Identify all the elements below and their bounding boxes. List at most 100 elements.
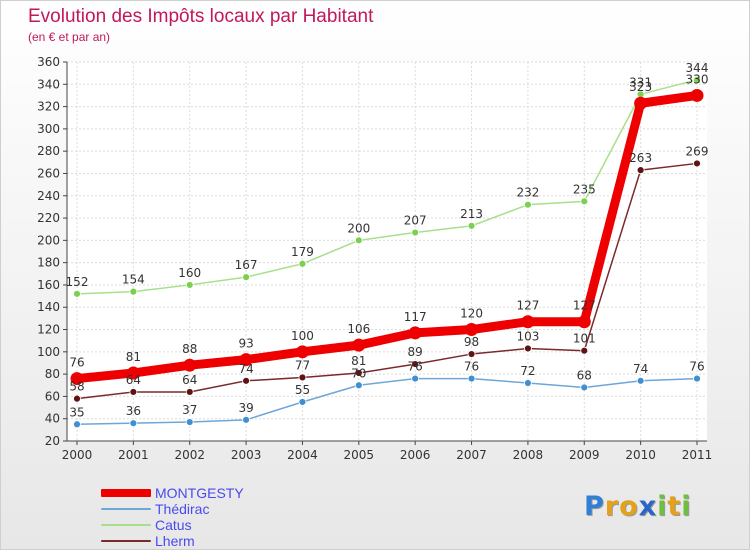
data-label-montgesty: 323 bbox=[629, 80, 652, 94]
data-label-montgesty: 88 bbox=[182, 342, 197, 356]
chart-title: Evolution des Impôts locaux par Habitant bbox=[28, 6, 374, 27]
data-point-montgesty bbox=[577, 315, 591, 329]
data-point-montgesty bbox=[465, 323, 479, 337]
legend-swatch-montgesty bbox=[101, 489, 151, 497]
data-point-catus bbox=[524, 200, 532, 209]
data-point-lherm bbox=[580, 346, 589, 355]
data-point-thedirac bbox=[467, 374, 476, 383]
data-label-thedirac: 70 bbox=[351, 366, 366, 380]
data-label-catus: 167 bbox=[235, 258, 258, 272]
series-line-catus bbox=[76, 79, 698, 295]
y-tick-label: 220 bbox=[37, 211, 60, 225]
data-point-thedirac bbox=[298, 398, 307, 406]
data-point-thedirac bbox=[242, 415, 250, 424]
data-point-montgesty bbox=[521, 315, 535, 329]
data-label-montgesty: 120 bbox=[460, 307, 483, 321]
data-label-montgesty: 106 bbox=[347, 322, 370, 336]
data-label-thedirac: 37 bbox=[182, 403, 197, 417]
data-label-thedirac: 68 bbox=[577, 368, 592, 382]
y-tick-label: 240 bbox=[37, 189, 60, 203]
x-tick-label: 2004 bbox=[287, 448, 318, 462]
data-point-lherm bbox=[242, 376, 250, 385]
data-point-catus bbox=[185, 281, 194, 289]
x-tick-label: 2006 bbox=[400, 448, 431, 462]
data-label-thedirac: 76 bbox=[464, 360, 479, 374]
data-label-montgesty: 127 bbox=[516, 299, 539, 313]
data-point-lherm bbox=[411, 360, 420, 368]
data-point-thedirac bbox=[580, 383, 589, 392]
data-point-catus bbox=[411, 228, 420, 237]
data-point-catus bbox=[129, 287, 138, 296]
series-line-montgesty bbox=[72, 90, 702, 384]
x-tick-label: 2005 bbox=[344, 448, 375, 462]
data-point-montgesty bbox=[239, 353, 253, 367]
data-point-lherm bbox=[185, 388, 194, 396]
data-label-thedirac: 55 bbox=[295, 383, 310, 397]
legend-swatch-catus bbox=[101, 524, 151, 526]
data-point-montgesty bbox=[70, 372, 84, 386]
x-tick-label: 2000 bbox=[62, 448, 93, 462]
legend-label-catus: Catus bbox=[155, 517, 192, 533]
data-label-lherm: 101 bbox=[573, 332, 596, 346]
data-label-catus: 152 bbox=[66, 275, 89, 289]
data-point-lherm bbox=[354, 369, 363, 377]
logo-letter: x bbox=[638, 491, 658, 522]
x-tick-label: 2008 bbox=[513, 448, 544, 462]
data-point-catus bbox=[580, 197, 589, 206]
data-label-catus: 154 bbox=[122, 273, 145, 287]
data-point-thedirac bbox=[524, 379, 532, 387]
data-label-thedirac: 35 bbox=[69, 405, 84, 419]
data-label-lherm: 103 bbox=[516, 329, 539, 343]
x-tick-label: 2001 bbox=[118, 448, 149, 462]
data-point-montgesty bbox=[352, 338, 366, 352]
chart-subtitle: (en € et par an) bbox=[28, 30, 111, 44]
y-tick-label: 160 bbox=[37, 278, 60, 292]
data-point-lherm bbox=[693, 159, 701, 168]
data-label-montgesty: 81 bbox=[126, 350, 141, 364]
data-label-thedirac: 39 bbox=[238, 401, 253, 415]
y-tick-label: 280 bbox=[37, 144, 60, 158]
legend-item-catus: Catus bbox=[101, 517, 244, 533]
data-label-montgesty: 117 bbox=[404, 310, 427, 324]
y-tick-label: 60 bbox=[45, 389, 60, 403]
data-label-catus: 232 bbox=[516, 186, 539, 200]
data-point-thedirac bbox=[636, 376, 645, 385]
data-point-lherm bbox=[467, 350, 476, 358]
series-line-lherm bbox=[76, 162, 698, 400]
data-label-montgesty: 127 bbox=[573, 299, 596, 313]
x-tick-label: 2007 bbox=[456, 448, 487, 462]
legend-item-thedirac: Thédirac bbox=[101, 501, 244, 517]
y-tick-label: 120 bbox=[37, 323, 60, 337]
y-tick-label: 200 bbox=[37, 233, 60, 247]
logo-letter: t bbox=[667, 491, 682, 522]
data-label-lherm: 74 bbox=[238, 362, 253, 376]
data-point-thedirac bbox=[693, 374, 701, 383]
logo-letter: P bbox=[584, 491, 605, 522]
data-point-lherm bbox=[524, 344, 532, 353]
logo-letter: o bbox=[619, 491, 639, 522]
y-tick-label: 260 bbox=[37, 166, 60, 180]
x-tick-label: 2011 bbox=[682, 448, 713, 462]
data-point-lherm bbox=[636, 166, 645, 175]
data-label-lherm: 98 bbox=[464, 335, 479, 349]
data-point-montgesty bbox=[634, 96, 648, 110]
data-label-thedirac: 76 bbox=[689, 360, 704, 374]
data-label-lherm: 64 bbox=[182, 373, 197, 387]
data-label-lherm: 64 bbox=[126, 373, 141, 387]
y-tick-label: 100 bbox=[37, 345, 60, 359]
data-point-thedirac bbox=[411, 374, 420, 383]
data-point-catus bbox=[693, 75, 701, 84]
data-label-catus: 200 bbox=[347, 221, 370, 235]
data-point-catus bbox=[354, 236, 363, 245]
legend-swatch-thedirac bbox=[101, 508, 151, 510]
data-label-thedirac: 72 bbox=[520, 364, 535, 378]
y-tick-label: 300 bbox=[37, 122, 60, 136]
y-tick-label: 360 bbox=[37, 55, 60, 69]
data-label-montgesty: 76 bbox=[69, 356, 84, 370]
data-point-lherm bbox=[298, 373, 307, 382]
data-label-catus: 331 bbox=[629, 75, 652, 89]
legend-label-lherm: Lherm bbox=[155, 533, 195, 549]
data-label-catus: 344 bbox=[686, 61, 709, 75]
